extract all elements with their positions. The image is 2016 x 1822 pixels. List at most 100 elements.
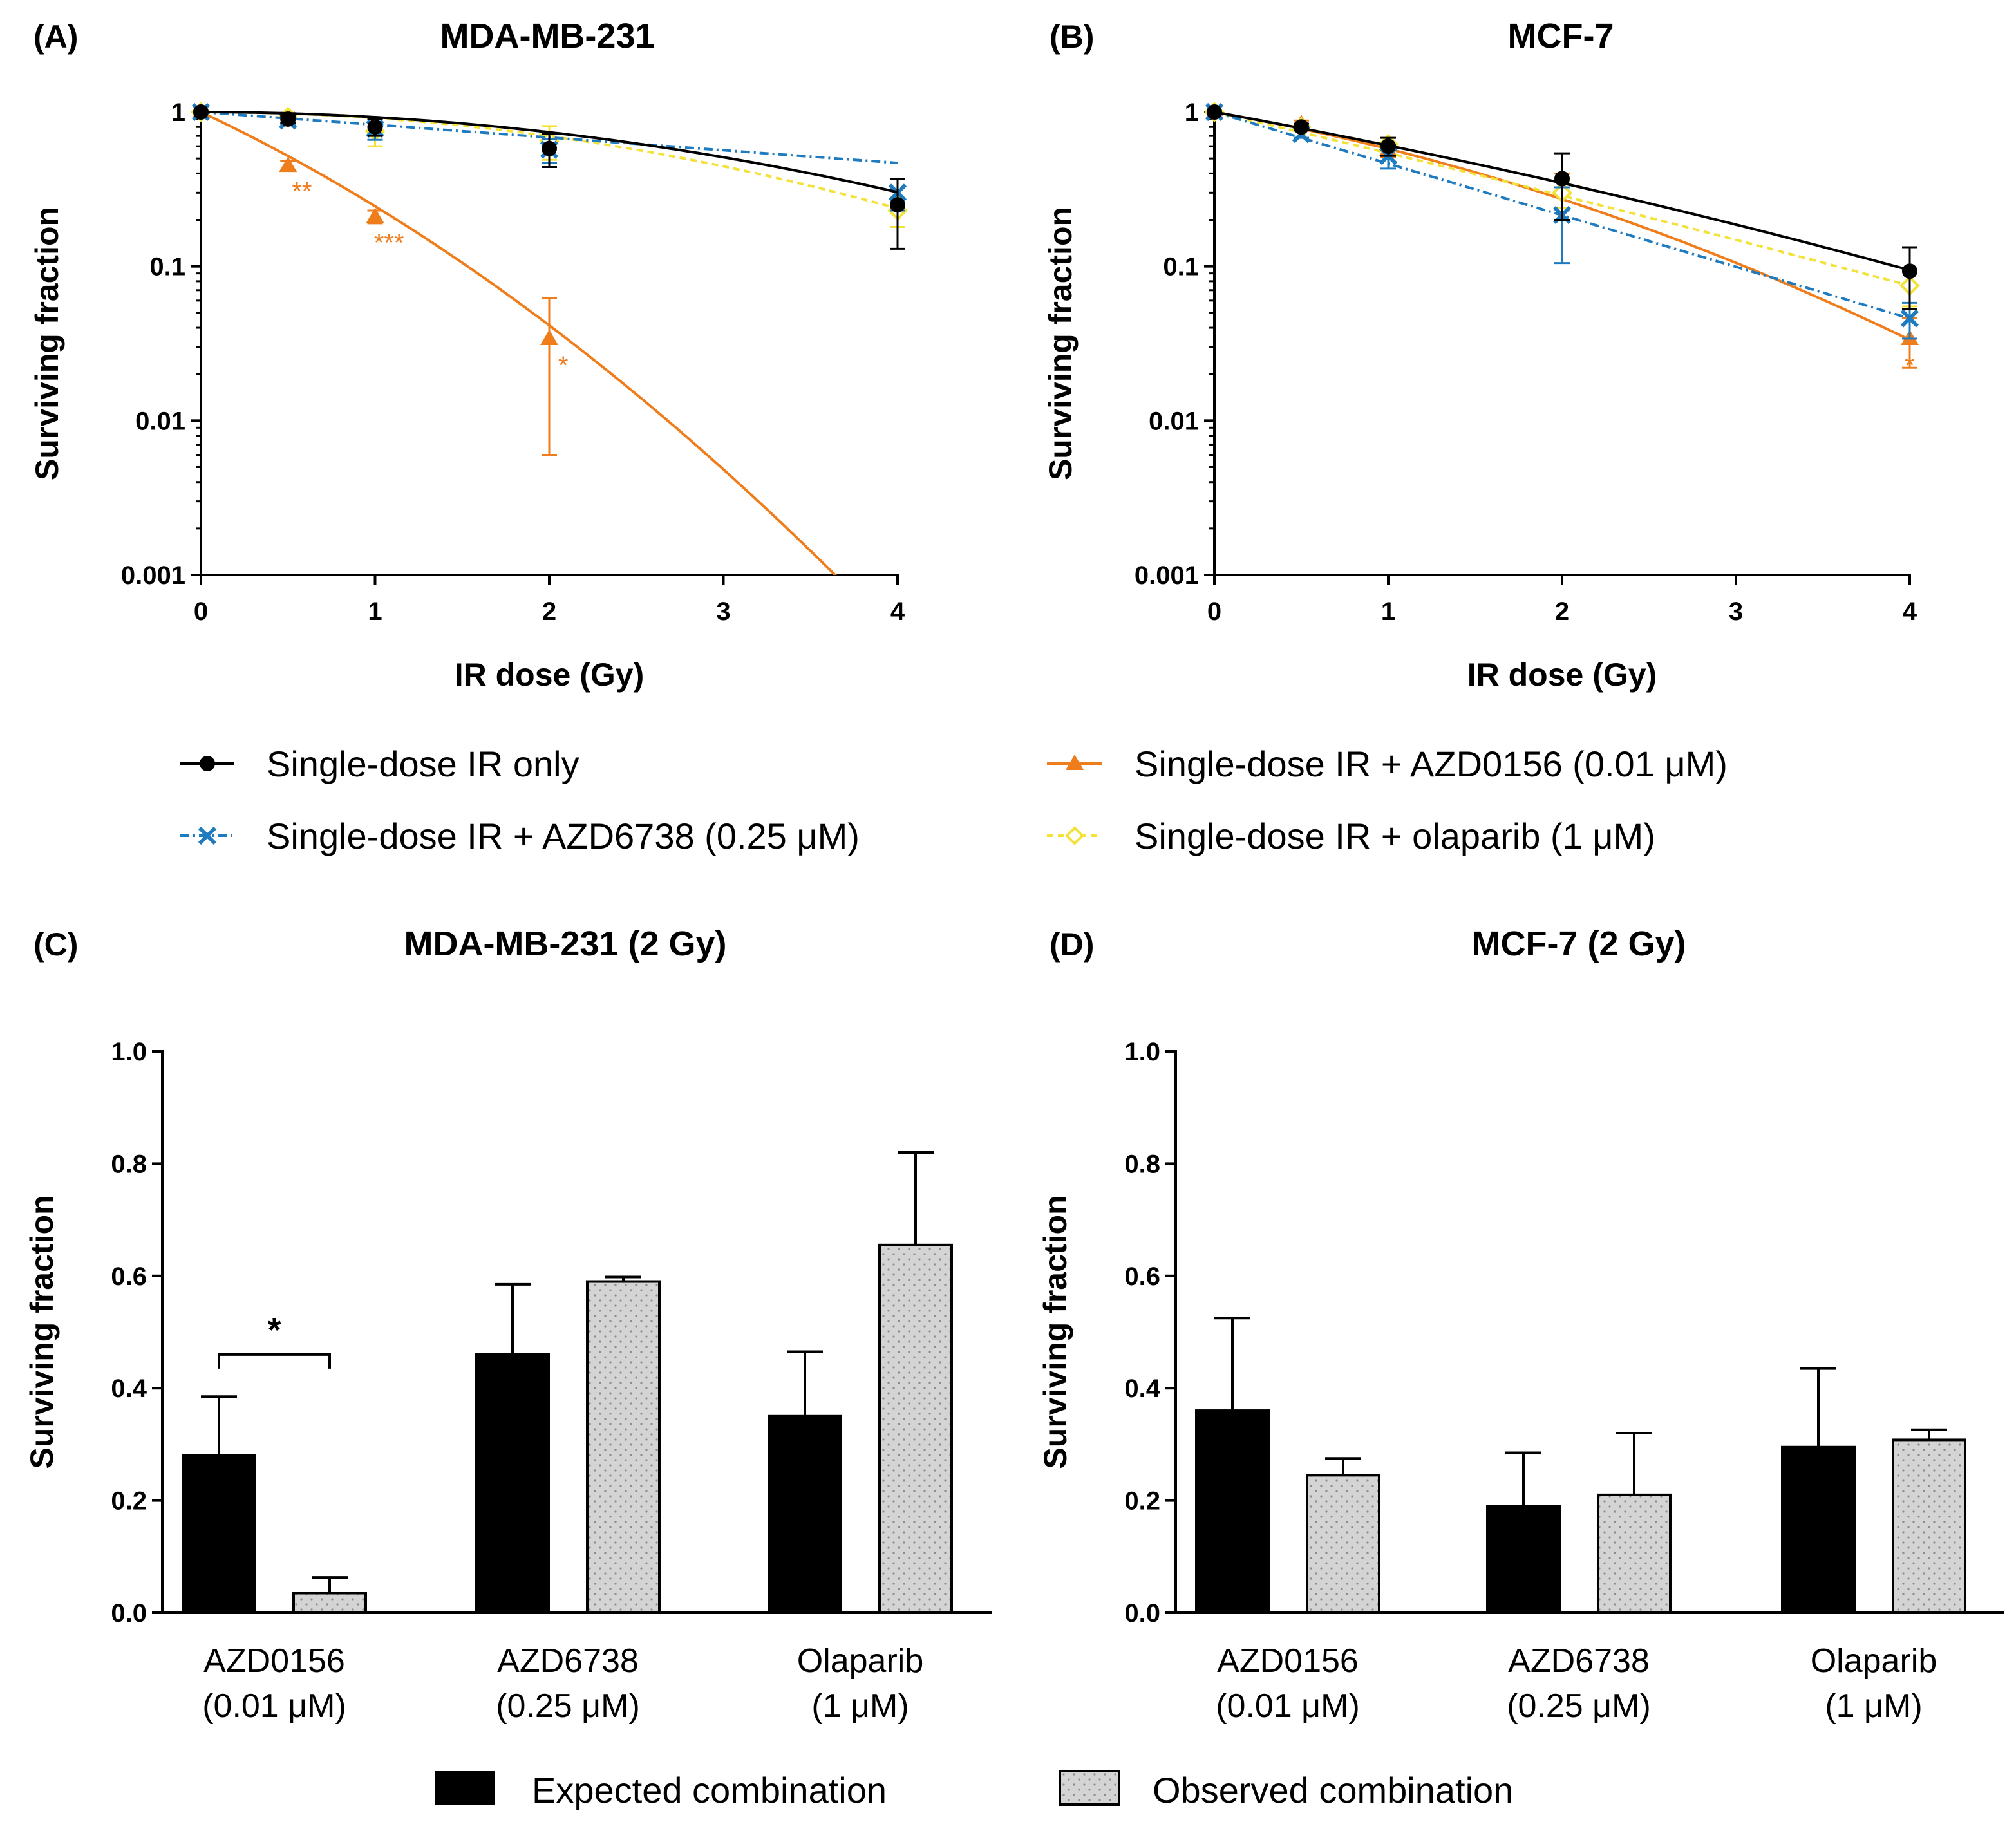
x-tick-label: 4 [890,597,905,626]
y-axis-label: Surviving fraction [24,1195,60,1469]
y-tick-label: 0.4 [111,1375,147,1403]
y-tick-label: 0.8 [1124,1150,1160,1178]
data-point [1294,119,1309,135]
series-line [201,111,898,210]
expected-bar [1781,1445,1856,1614]
y-tick-label: 0.8 [111,1150,147,1178]
legend-label: Expected combination [532,1770,887,1810]
series [192,103,837,575]
panel-a: (A) MDA-MB-231 0.001 0.01 0.1 1 0 1 2 3 4 IR dose… [29,17,908,693]
panel-b-label: (B) [1050,19,1094,55]
legend-label: Single-dose IR only [267,744,579,784]
y-tick-label: 1.0 [111,1038,147,1066]
legend-item-observed: Observed combination [1059,1770,1513,1810]
x-tick-label: 3 [716,597,730,626]
legend-label: Single-dose IR + AZD0156 (0.01 μM) [1135,744,1728,784]
series [193,104,905,250]
triangle-marker-icon [1066,755,1084,770]
category-label: AZD6738 [1508,1642,1650,1680]
panel-d-title: MCF-7 (2 Gy) [1471,925,1686,963]
line-legend: Single-dose IR only Single-dose IR + AZD… [180,744,1728,856]
plot-b: 0.001 0.01 0.1 1 0 1 2 3 4 IR dose (Gy) Surviving … [1042,99,1920,693]
legend-item-olaparib: Single-dose IR + olaparib (1 μM) [1047,816,1655,856]
circle-marker-icon [200,756,215,771]
x-tick-label: 3 [1729,597,1743,626]
plot-a: 0.001 0.01 0.1 1 0 1 2 3 4 IR dose (Gy) Surviving … [29,99,908,693]
category-sublabel: (0.01 μM) [202,1687,346,1725]
y-axis-label: Surviving fraction [1042,207,1079,480]
legend-item-ir-only: Single-dose IR only [180,744,579,784]
significance-bracket [218,1353,331,1369]
series-line [201,111,837,575]
observed-bar [586,1280,661,1614]
y-tick-label: 0.01 [135,407,185,435]
expected-bar [182,1454,256,1615]
y-tick-label: 0.1 [1163,253,1199,281]
bar-group: AZD0156 (0.01 μM) [1195,1317,1380,1725]
legend-item-azd6738: Single-dose IR + AZD6738 (0.25 μM) [180,816,860,856]
panel-c-title: MDA-MB-231 (2 Gy) [404,925,726,963]
y-tick-label: 0.2 [111,1487,147,1516]
data-point [367,119,383,135]
x-axis-label: IR dose (Gy) [1467,657,1657,693]
data-point [366,207,384,223]
y-tick-label: 1.0 [1124,1038,1160,1066]
panel-b: (B) MCF-7 0.001 0.01 0.1 1 0 1 2 3 4 IR dose (Gy)… [1042,17,1920,693]
plot-d: 0.0 0.2 0.4 0.6 0.8 1.0 Surviving fraction AZD0… [1037,1038,2004,1725]
legend-label: Single-dose IR + olaparib (1 μM) [1135,816,1655,856]
x-tick-label: 4 [1903,597,1917,626]
panel-d-label: (D) [1050,926,1094,963]
y-tick-label: 0.1 [149,253,185,281]
x-tick-label: 2 [1555,597,1569,626]
data-point [1902,263,1917,279]
series-line [201,111,898,194]
expected-bar [1486,1505,1561,1615]
y-tick-label: 1 [1185,99,1199,127]
expected-bar [1195,1409,1270,1615]
data-point [890,197,905,213]
category-sublabel: (1 μM) [811,1687,909,1725]
observed-bar [1597,1493,1672,1614]
y-tick-label: 0.001 [1135,561,1199,590]
bar-group: Olaparib (1 μM) [1781,1367,1966,1725]
data-point [1554,171,1570,187]
category-label: Olaparib [797,1642,924,1680]
panel-c-label: (C) [33,926,78,963]
observed-bar [1892,1438,1966,1615]
data-point [279,156,297,173]
significance-label: * [1905,352,1915,380]
data-point [1900,309,1919,328]
series [1207,104,1917,310]
x-tick-label: 1 [368,597,382,626]
expected-bar [768,1414,842,1615]
legend-item-azd0156: Single-dose IR + AZD0156 (0.01 μM) [1047,744,1728,784]
data-point [1207,104,1222,120]
x-tick-label: 0 [194,597,208,626]
bar-group: Olaparib (1 μM) [768,1150,953,1725]
significance-label: *** [374,229,404,257]
y-axis-label: Surviving fraction [29,207,65,480]
series-line [1214,111,1910,287]
legend-item-expected: Expected combination [435,1770,887,1810]
category-label: Olaparib [1811,1642,1937,1680]
data-point [540,329,558,345]
panel-c: (C) MDA-MB-231 (2 Gy) 0.0 0.2 0.4 0.6 0.8 1.0… [24,925,992,1725]
category-sublabel: (0.25 μM) [496,1687,640,1725]
x-axis-label: IR dose (Gy) [455,657,644,693]
y-axis-label: Surviving fraction [1037,1195,1073,1469]
y-tick-label: 0.6 [111,1263,147,1291]
x-tick-label: 0 [1207,597,1221,626]
bar-group: AZD6738 (0.25 μM) [1486,1431,1672,1725]
y-tick-label: 1 [171,99,185,127]
category-sublabel: (0.25 μM) [1507,1687,1651,1725]
significance-label: * [267,1311,281,1349]
observed-bar [292,1592,367,1614]
data-point [542,140,557,156]
panel-a-title: MDA-MB-231 [440,17,654,55]
significance-label: * [558,352,569,380]
panel-a-label: (A) [33,19,78,55]
observed-swatch-icon [1059,1770,1120,1806]
x-marker-icon [198,826,217,845]
bar-group: AZD6738 (0.25 μM) [475,1275,661,1725]
